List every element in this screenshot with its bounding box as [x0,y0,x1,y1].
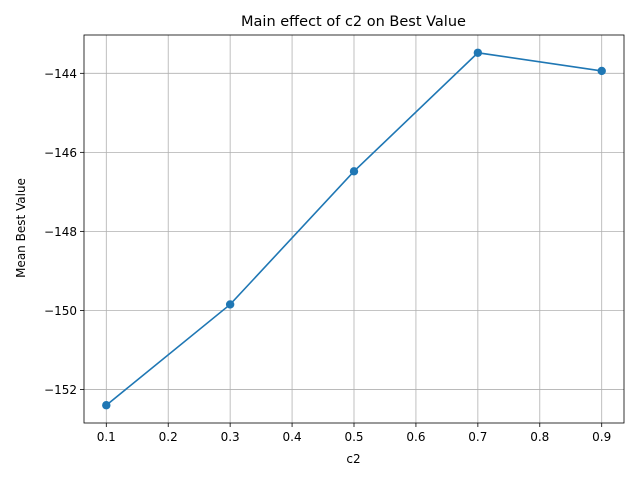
grid [84,35,624,423]
x-axis-label: c2 [346,452,360,466]
y-tick-label: −146 [44,146,77,160]
x-tick-label: 0.4 [283,430,302,444]
data-point [597,66,606,76]
x-tick-label: 0.9 [592,430,611,444]
x-tick-label: 0.6 [406,430,425,444]
data-point [225,300,235,309]
x-tick-label: 0.1 [97,430,116,444]
x-tick-label: 0.8 [530,430,549,444]
data-point [349,167,359,176]
series-layer [102,48,606,410]
data-point [473,48,483,57]
y-tick-label: −152 [44,383,77,397]
x-tick-label: 0.5 [344,430,363,444]
chart-title: Main effect of c2 on Best Value [241,14,466,30]
data-point [102,401,111,410]
x-tick-label: 0.2 [159,430,178,444]
y-tick-label: −144 [44,67,77,81]
x-tick-label: 0.3 [221,430,240,444]
y-axis-label: Mean Best Value [14,178,28,278]
ticks: 0.1 0.2 0.3 0.4 0.5 0.6 0.7 0.8 0.9 −152 −150 −148 −… [44,67,611,444]
x-tick-label: 0.7 [468,430,487,444]
y-tick-label: −148 [44,225,77,239]
y-tick-label: −150 [44,304,77,318]
